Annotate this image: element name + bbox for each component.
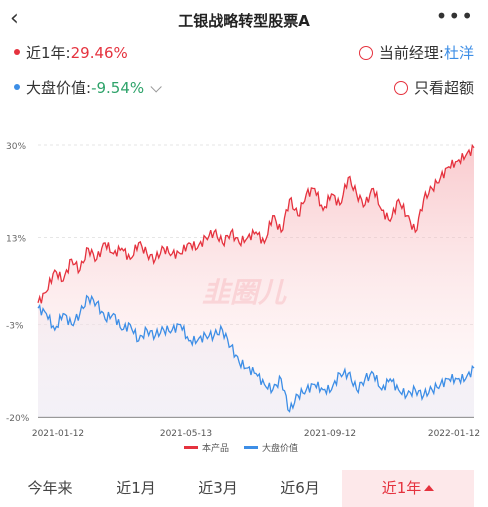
chevron-down-icon[interactable]: [150, 81, 162, 93]
excess-only-toggle[interactable]: 只看超额: [393, 77, 474, 98]
tab-6m-label: 近6月: [280, 479, 320, 497]
tab-1m-label: 近1月: [116, 479, 156, 497]
benchmark-label: 大盘价值:: [26, 79, 92, 97]
chart-svg: 韭圈儿 30%13%-3%-20% 2021-01-12 2021-05-13 20…: [6, 142, 480, 454]
period-tabs: 今年来 近1月 近3月 近6月 近1年: [0, 470, 488, 507]
chart-legend: 本产品 大盘价值: [184, 442, 298, 454]
fund-return: 近1年:29.46%: [26, 42, 128, 63]
benchmark-value: -9.54%: [91, 79, 145, 97]
chart-watermark: 韭圈儿: [202, 277, 287, 308]
manager-label: 当前经理:: [378, 44, 444, 62]
radio-circle-icon[interactable]: [393, 81, 408, 95]
tab-ytd[interactable]: 今年来: [0, 470, 100, 507]
performance-chart[interactable]: 韭圈儿 30% 13% -3% -20% 2021-01-12 2021-05-13 20…: [0, 130, 488, 460]
fund-return-value: 29.46%: [70, 44, 128, 62]
more-dots-icon[interactable]: •••: [435, 4, 474, 28]
fund-dot-icon: [14, 49, 20, 55]
tab-1y[interactable]: 近1年: [342, 470, 474, 507]
fund-area: [38, 145, 474, 417]
manager-name-link[interactable]: 杜洋: [443, 44, 474, 62]
tab-1y-label: 近1年: [381, 479, 422, 497]
manager-toggle[interactable]: 当前经理:杜洋: [358, 42, 474, 63]
caret-up-icon: [424, 485, 435, 491]
y-tick-label: 13%: [6, 234, 26, 244]
excess-only-label: 只看超额: [413, 79, 474, 97]
legend-label-fund: 本产品: [202, 442, 229, 454]
tab-3m-label: 近3月: [198, 479, 238, 497]
x-tick-label: 2021-01-12: [32, 429, 84, 439]
y-tick-labels: 30% 13% -3% -20%: [6, 142, 30, 424]
x-tick-labels: 2021-01-12 2021-05-13 2021-09-12 2022-01-12: [32, 429, 480, 439]
benchmark-series-line: [37, 294, 475, 413]
nav-header: ‹ 工银战略转型股票A •••: [0, 0, 488, 40]
stats-row-1: 近1年:29.46% 当前经理:杜洋: [0, 42, 488, 64]
y-tick-label: -3%: [6, 322, 24, 332]
benchmark-selector[interactable]: 大盘价值:-9.54%: [26, 77, 162, 98]
x-tick-label: 2021-05-13: [160, 429, 212, 439]
back-chevron-icon[interactable]: ‹: [10, 6, 19, 31]
y-tick-label: -20%: [6, 414, 30, 424]
radio-circle-icon[interactable]: [358, 46, 373, 60]
tab-3m[interactable]: 近3月: [180, 470, 256, 507]
y-tick-label: 30%: [6, 142, 26, 152]
fund-return-label: 近1年:: [26, 44, 71, 62]
tab-1m[interactable]: 近1月: [100, 470, 172, 507]
legend-swatch-fund: [184, 446, 198, 449]
x-tick-label: 2022-01-12: [428, 429, 480, 439]
benchmark-dot-icon: [14, 84, 20, 90]
stats-row-2: 大盘价值:-9.54% 只看超额: [0, 77, 488, 99]
tab-6m[interactable]: 近6月: [262, 470, 338, 507]
tab-ytd-label: 今年来: [27, 479, 73, 497]
x-tick-label: 2021-09-12: [304, 429, 356, 439]
legend-label-benchmark: 大盘价值: [262, 442, 298, 454]
page-title: 工银战略转型股票A: [178, 12, 310, 30]
fund-series-line: [37, 143, 475, 304]
legend-swatch-benchmark: [244, 446, 258, 449]
